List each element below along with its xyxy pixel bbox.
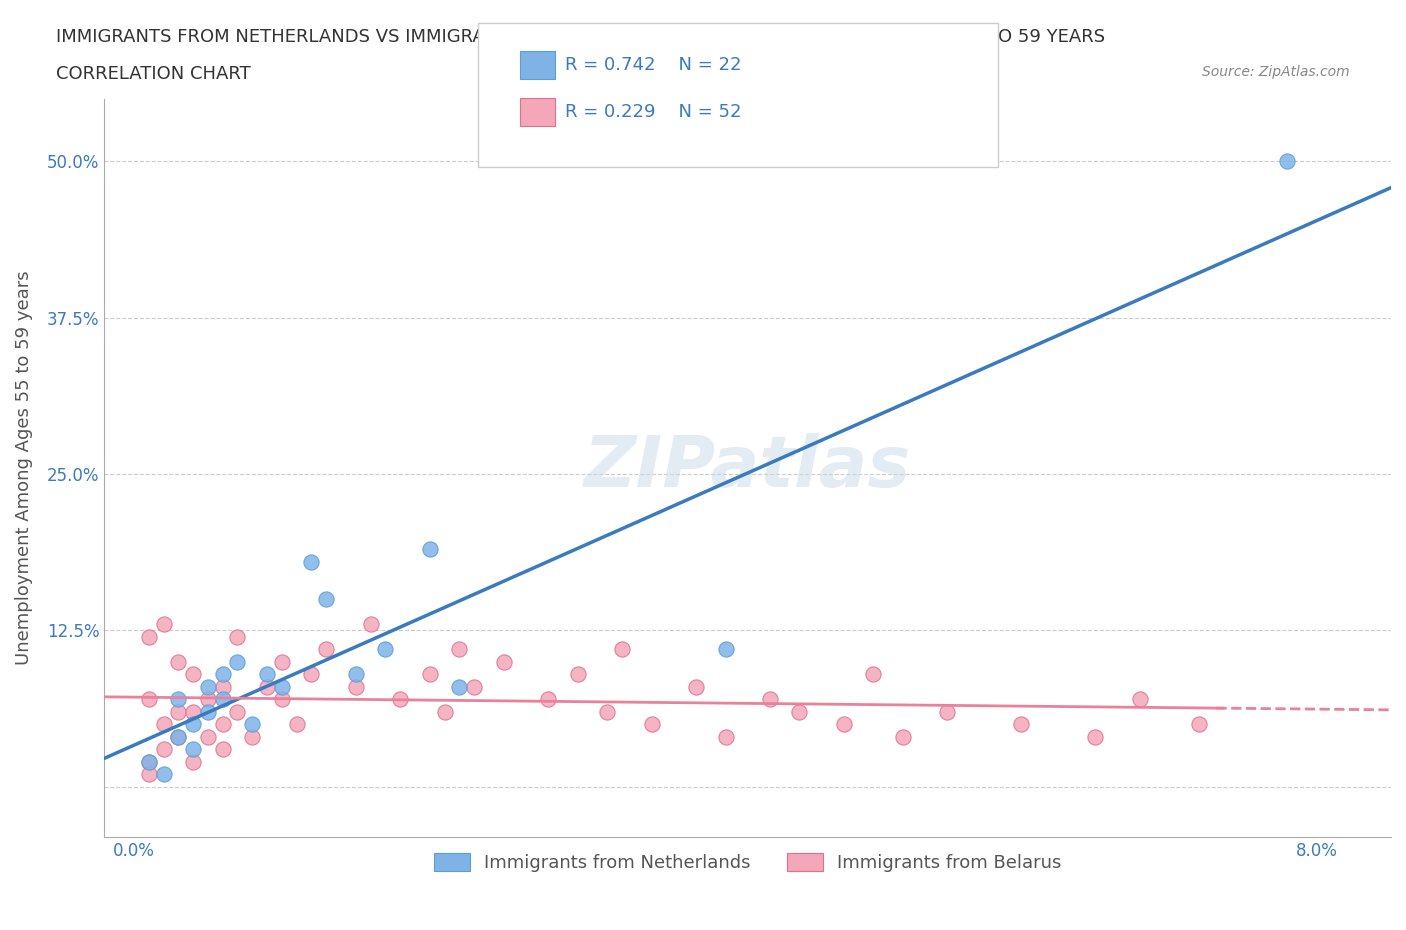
Point bbox=[197, 704, 219, 719]
Text: Source: ZipAtlas.com: Source: ZipAtlas.com bbox=[1202, 65, 1350, 79]
Point bbox=[1084, 729, 1107, 744]
Point bbox=[714, 729, 737, 744]
Point bbox=[211, 667, 233, 682]
Point bbox=[449, 679, 471, 694]
Point bbox=[1129, 692, 1152, 707]
Point bbox=[419, 541, 441, 556]
Point bbox=[152, 717, 174, 732]
Point bbox=[138, 629, 160, 644]
Point bbox=[389, 692, 412, 707]
Point bbox=[167, 729, 190, 744]
Point bbox=[240, 717, 263, 732]
Point bbox=[433, 704, 456, 719]
Point bbox=[240, 729, 263, 744]
Point bbox=[610, 642, 633, 657]
Point bbox=[640, 717, 662, 732]
Point bbox=[1277, 153, 1299, 168]
Point bbox=[315, 642, 337, 657]
Point bbox=[226, 654, 249, 669]
Point bbox=[1010, 717, 1032, 732]
Point bbox=[936, 704, 959, 719]
Point bbox=[270, 654, 292, 669]
Point bbox=[181, 754, 204, 769]
Point bbox=[463, 679, 485, 694]
Point bbox=[197, 692, 219, 707]
Point bbox=[299, 667, 322, 682]
Point bbox=[789, 704, 811, 719]
Point bbox=[862, 667, 884, 682]
Point bbox=[197, 729, 219, 744]
Point bbox=[211, 717, 233, 732]
Point bbox=[685, 679, 707, 694]
Point bbox=[596, 704, 619, 719]
Point bbox=[714, 642, 737, 657]
Point bbox=[152, 766, 174, 781]
Point bbox=[181, 704, 204, 719]
Point bbox=[419, 667, 441, 682]
Point bbox=[211, 679, 233, 694]
Point bbox=[270, 692, 292, 707]
Point bbox=[152, 742, 174, 757]
Point bbox=[138, 754, 160, 769]
Point bbox=[492, 654, 515, 669]
Point bbox=[256, 679, 278, 694]
Point bbox=[211, 692, 233, 707]
Point bbox=[167, 729, 190, 744]
Point bbox=[167, 704, 190, 719]
Point bbox=[537, 692, 560, 707]
Point bbox=[285, 717, 308, 732]
Point bbox=[226, 629, 249, 644]
Point bbox=[211, 742, 233, 757]
Point bbox=[374, 642, 396, 657]
Text: CORRELATION CHART: CORRELATION CHART bbox=[56, 65, 252, 83]
Point bbox=[181, 717, 204, 732]
Point bbox=[138, 754, 160, 769]
Point bbox=[181, 742, 204, 757]
Point bbox=[759, 692, 782, 707]
Point bbox=[1188, 717, 1211, 732]
Point bbox=[567, 667, 589, 682]
Point bbox=[197, 679, 219, 694]
Y-axis label: Unemployment Among Ages 55 to 59 years: Unemployment Among Ages 55 to 59 years bbox=[15, 271, 32, 665]
Point bbox=[256, 667, 278, 682]
Point bbox=[167, 654, 190, 669]
Point bbox=[891, 729, 914, 744]
Text: ZIPatlas: ZIPatlas bbox=[583, 433, 911, 502]
Text: R = 0.742    N = 22: R = 0.742 N = 22 bbox=[565, 56, 742, 74]
Point bbox=[315, 591, 337, 606]
Point bbox=[360, 617, 382, 631]
Point bbox=[226, 704, 249, 719]
Point bbox=[270, 679, 292, 694]
Point bbox=[152, 617, 174, 631]
Point bbox=[167, 692, 190, 707]
Point bbox=[181, 667, 204, 682]
Legend: Immigrants from Netherlands, Immigrants from Belarus: Immigrants from Netherlands, Immigrants … bbox=[426, 845, 1069, 880]
Point bbox=[344, 679, 367, 694]
Point bbox=[832, 717, 855, 732]
Point bbox=[449, 642, 471, 657]
Text: IMMIGRANTS FROM NETHERLANDS VS IMMIGRANTS FROM BELARUS UNEMPLOYMENT AMONG AGES 5: IMMIGRANTS FROM NETHERLANDS VS IMMIGRANT… bbox=[56, 28, 1105, 46]
Point bbox=[138, 692, 160, 707]
Point bbox=[344, 667, 367, 682]
Point bbox=[138, 766, 160, 781]
Point bbox=[299, 554, 322, 569]
Text: R = 0.229    N = 52: R = 0.229 N = 52 bbox=[565, 102, 742, 121]
